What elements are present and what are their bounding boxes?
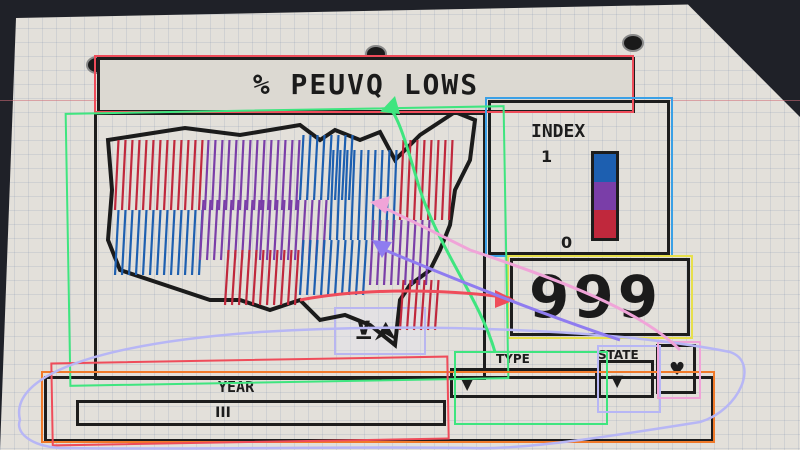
index-label: INDEX	[531, 121, 586, 142]
year-slider-label: YEAR	[218, 378, 255, 396]
index-legend-panel: INDEX 1 0	[488, 100, 670, 255]
color-scale-bar	[591, 151, 619, 241]
page-title: % PEUVQ LOWS	[252, 68, 480, 101]
binder-hole	[622, 34, 644, 52]
legend-swatch-purple	[594, 181, 616, 210]
legend-swatch-blue	[594, 154, 616, 182]
heart-icon[interactable]: ♥	[669, 359, 686, 380]
value-readout-panel: 999	[510, 258, 690, 336]
slider-handle[interactable]: III	[215, 405, 231, 421]
index-max-label: 1	[541, 147, 553, 166]
chevron-down-icon[interactable]: ▼	[461, 374, 474, 393]
index-min-label: 0	[561, 233, 573, 252]
dropdown-1-label: TYPE	[496, 352, 530, 366]
type-dropdown[interactable]: ▼	[450, 368, 598, 398]
us-choropleth-map[interactable]	[94, 112, 486, 380]
year-slider[interactable]: III	[76, 400, 446, 426]
zoom-controls[interactable]: ⊻⮝	[334, 307, 426, 355]
legend-swatch-red	[594, 209, 616, 238]
value-readout: 999	[529, 263, 663, 331]
chevron-down-icon[interactable]: ▼	[611, 371, 624, 390]
favorite-button[interactable]: ♥	[656, 344, 696, 394]
zoom-icon[interactable]: ⊻⮝	[354, 317, 398, 345]
state-dropdown[interactable]: ▼	[598, 360, 654, 398]
